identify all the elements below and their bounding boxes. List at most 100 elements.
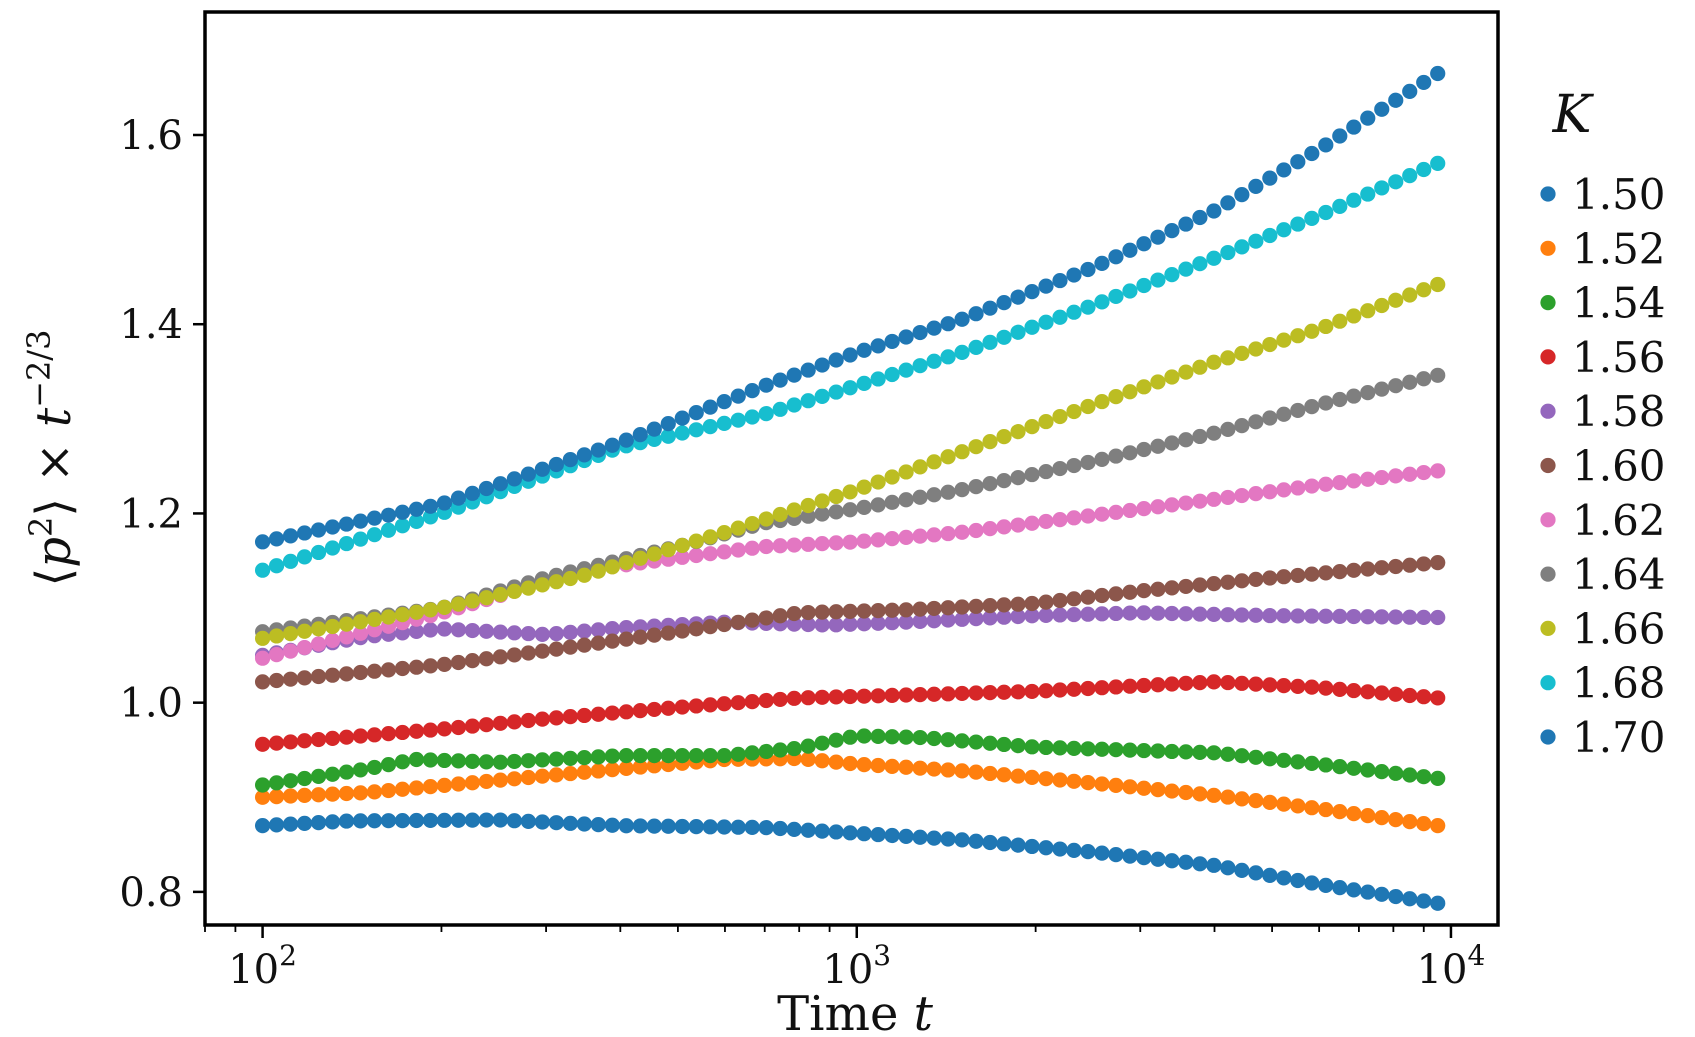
point-1.56-28 — [646, 701, 662, 718]
point-1.56-76 — [1318, 680, 1334, 696]
point-1.54-84 — [1430, 770, 1446, 786]
point-1.56-58 — [1066, 681, 1082, 697]
point-1.52-43 — [856, 757, 872, 773]
point-1.68-35 — [744, 409, 760, 425]
point-1.62-63 — [1136, 501, 1152, 517]
point-1.52-4 — [310, 787, 327, 803]
point-1.70-59 — [1080, 261, 1096, 278]
point-1.56-59 — [1080, 680, 1096, 697]
point-1.58-52 — [982, 610, 998, 626]
point-1.66-63 — [1136, 379, 1152, 395]
point-1.68-55 — [1024, 319, 1040, 335]
point-1.56-14 — [450, 719, 467, 736]
point-1.66-31 — [688, 533, 704, 549]
point-1.62-74 — [1290, 480, 1306, 496]
point-1.54-37 — [772, 742, 788, 758]
point-1.62-79 — [1360, 471, 1376, 487]
point-1.52-17 — [492, 772, 509, 788]
point-1.52-41 — [828, 754, 844, 770]
point-1.70-48 — [926, 320, 942, 336]
point-1.58-82 — [1402, 609, 1418, 625]
point-1.66-81 — [1388, 292, 1404, 308]
point-1.54-39 — [800, 738, 816, 754]
point-1.66-26 — [618, 554, 634, 571]
point-1.64-59 — [1080, 454, 1096, 471]
point-1.52-15 — [464, 775, 481, 791]
point-1.64-80 — [1374, 381, 1390, 397]
point-1.62-76 — [1318, 476, 1334, 492]
point-1.64-42 — [842, 502, 858, 518]
point-1.56-13 — [436, 721, 453, 737]
point-1.64-69 — [1220, 421, 1236, 437]
point-1.66-61 — [1108, 389, 1124, 405]
point-1.62-82 — [1402, 466, 1418, 482]
point-1.70-1 — [268, 531, 285, 547]
point-1.52-16 — [478, 773, 495, 790]
y-tick-label-0: 0.8 — [119, 870, 183, 916]
point-1.54-79 — [1360, 762, 1376, 778]
point-1.66-24 — [590, 563, 606, 579]
point-1.50-83 — [1416, 893, 1432, 909]
point-1.50-10 — [394, 812, 411, 829]
point-1.58-72 — [1262, 607, 1278, 624]
point-1.64-63 — [1136, 441, 1152, 458]
point-1.56-21 — [548, 710, 564, 726]
point-1.70-5 — [324, 519, 341, 535]
point-1.54-42 — [842, 729, 858, 745]
point-1.50-61 — [1108, 847, 1124, 863]
point-1.60-16 — [478, 651, 495, 667]
point-1.56-65 — [1164, 676, 1180, 692]
point-1.50-8 — [366, 813, 383, 829]
point-1.60-63 — [1136, 583, 1152, 599]
point-1.60-7 — [352, 664, 369, 681]
legend-marker-1.70 — [1540, 729, 1556, 745]
point-1.50-60 — [1094, 845, 1110, 861]
point-1.66-1 — [268, 628, 285, 644]
point-1.66-30 — [674, 537, 690, 554]
point-1.54-14 — [450, 753, 467, 769]
point-1.58-40 — [814, 617, 830, 633]
point-1.62-36 — [758, 538, 774, 555]
point-1.60-72 — [1262, 570, 1278, 586]
point-1.56-34 — [730, 695, 746, 711]
point-1.54-26 — [618, 748, 634, 764]
point-1.62-43 — [856, 533, 872, 549]
legend-label-1.64: 1.64 — [1572, 550, 1666, 599]
point-1.56-1 — [268, 735, 285, 751]
point-1.64-46 — [898, 492, 914, 508]
point-1.62-54 — [1010, 517, 1026, 533]
point-1.50-53 — [996, 836, 1012, 852]
point-1.50-72 — [1262, 867, 1278, 884]
point-1.70-9 — [380, 507, 397, 523]
point-1.58-51 — [968, 611, 984, 627]
point-1.60-60 — [1094, 587, 1110, 604]
point-1.66-19 — [520, 580, 536, 596]
point-1.52-79 — [1360, 808, 1376, 824]
point-1.52-67 — [1192, 786, 1208, 802]
point-1.66-78 — [1346, 308, 1362, 324]
point-1.64-77 — [1332, 391, 1348, 408]
point-1.70-40 — [814, 357, 830, 373]
point-1.70-67 — [1192, 209, 1208, 226]
legend-label-1.54: 1.54 — [1572, 279, 1666, 328]
point-1.56-18 — [506, 714, 522, 730]
point-1.64-74 — [1290, 402, 1306, 419]
point-1.68-68 — [1206, 250, 1222, 266]
y-tick-label-3: 1.4 — [119, 302, 183, 348]
point-1.56-39 — [800, 690, 816, 706]
legend-marker-1.52 — [1540, 240, 1556, 256]
point-1.62-53 — [996, 519, 1012, 535]
point-1.52-21 — [548, 767, 564, 783]
point-1.54-67 — [1192, 744, 1208, 760]
point-1.66-69 — [1220, 350, 1236, 366]
point-1.64-83 — [1416, 371, 1432, 387]
point-1.62-62 — [1122, 502, 1138, 519]
point-1.62-64 — [1150, 499, 1166, 515]
point-1.56-3 — [296, 733, 313, 749]
point-1.62-0 — [254, 650, 271, 666]
point-1.50-23 — [576, 816, 592, 832]
point-1.56-55 — [1024, 683, 1040, 700]
point-1.58-11 — [408, 623, 425, 640]
point-1.50-66 — [1178, 854, 1194, 870]
point-1.54-12 — [422, 752, 439, 768]
